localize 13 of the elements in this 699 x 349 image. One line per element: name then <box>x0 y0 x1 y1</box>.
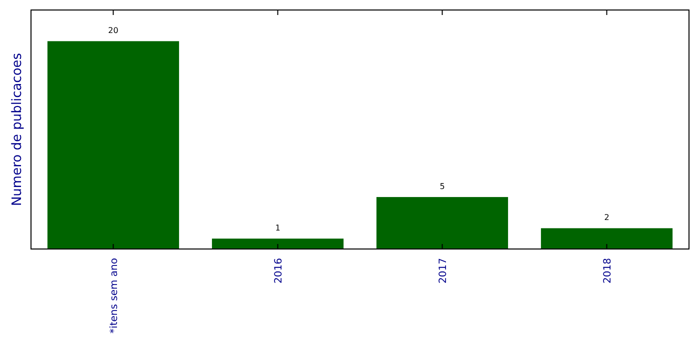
data-label: 2 <box>604 213 610 222</box>
data-label: 5 <box>440 182 445 192</box>
x-tick-label: 2017 <box>438 258 449 284</box>
x-tick-label: *itens sem ano <box>108 258 120 334</box>
x-tick-label: 2016 <box>273 258 284 284</box>
x-tick-label: 2018 <box>602 258 614 284</box>
bar <box>540 228 673 249</box>
bar <box>47 41 180 249</box>
bar <box>376 197 508 249</box>
y-axis-title: Numero de publicacoes <box>10 52 25 206</box>
data-label: 1 <box>275 224 280 233</box>
bar <box>212 238 344 249</box>
data-label: 20 <box>108 26 118 36</box>
